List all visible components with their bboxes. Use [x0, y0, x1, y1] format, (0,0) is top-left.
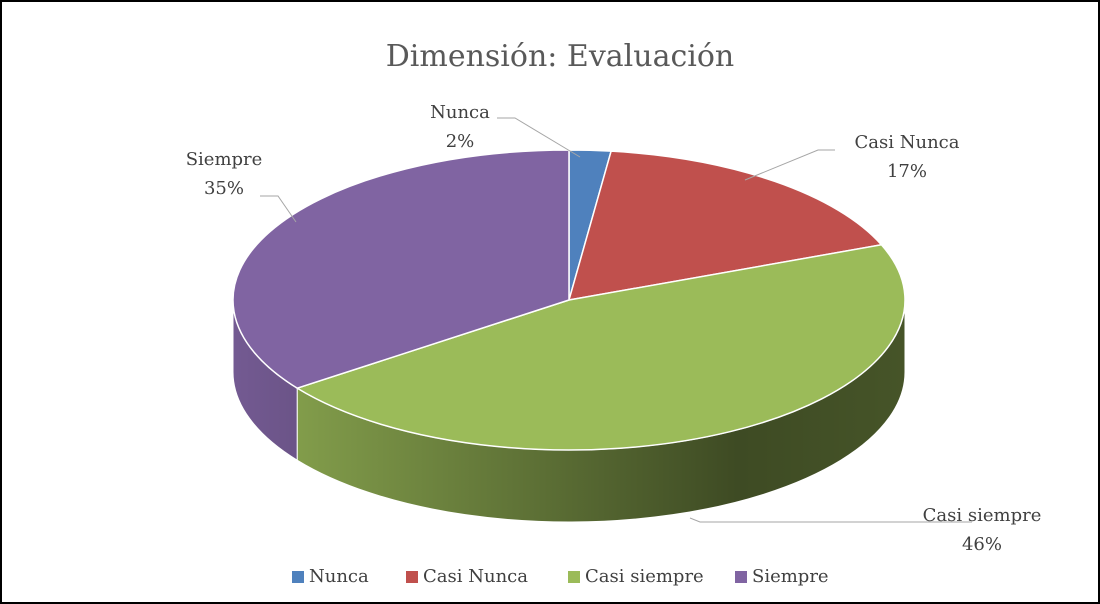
- data-label-category: Nunca: [430, 102, 490, 123]
- legend-label: Nunca: [309, 566, 369, 587]
- data-label-value: 46%: [962, 534, 1002, 555]
- leader-line: [744, 149, 835, 181]
- legend-label: Casi Nunca: [423, 566, 528, 587]
- data-label-value: 35%: [204, 178, 244, 199]
- legend-swatch: [735, 571, 747, 583]
- data-label-value: 17%: [887, 161, 927, 182]
- legend-swatch: [568, 571, 580, 583]
- slice: [295, 243, 906, 451]
- leader-line: [497, 117, 581, 158]
- data-label-category: Casi siempre: [923, 505, 1042, 526]
- legend-swatch: [406, 571, 418, 583]
- legend-swatch: [292, 571, 304, 583]
- leader-line: [689, 517, 972, 523]
- data-label-category: Casi Nunca: [855, 132, 960, 153]
- chart-title: Dimensión: Evaluación: [386, 39, 735, 74]
- legend-label: Siempre: [752, 566, 829, 587]
- slice: [567, 150, 883, 301]
- leader-line: [260, 195, 297, 223]
- slice: [232, 149, 570, 389]
- data-label-value: 2%: [446, 131, 475, 152]
- legend-label: Casi siempre: [585, 566, 704, 587]
- data-label-category: Siempre: [186, 149, 263, 170]
